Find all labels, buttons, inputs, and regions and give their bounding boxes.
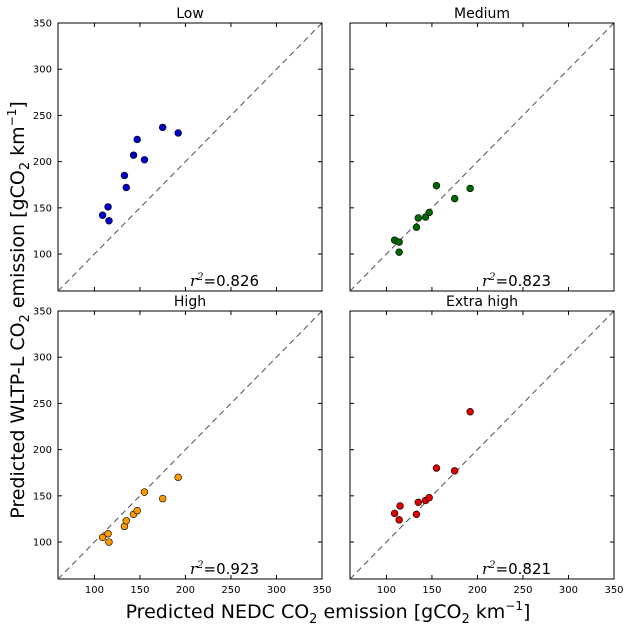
data-point <box>425 208 433 217</box>
r-squared-label: r2=0.821 <box>482 560 551 578</box>
data-point <box>425 493 433 502</box>
panel-medium: Medium r2=0.823 <box>349 6 615 292</box>
data-point <box>133 506 141 515</box>
data-point <box>158 123 167 132</box>
x-tick-label: 350 <box>604 585 623 596</box>
data-point <box>174 473 182 482</box>
y-tick-label: 150 <box>33 491 52 502</box>
x-tick-label: 300 <box>267 585 286 596</box>
panel-high: 100 150 200 250 300 350 100 150 200 250 300 350 High… <box>33 294 332 596</box>
r-squared-label: r2=0.823 <box>482 272 551 290</box>
x-tick-label: 200 <box>468 585 487 596</box>
x-tick-label: 200 <box>176 585 195 596</box>
r-squared-label: r2=0.923 <box>190 560 259 578</box>
y-tick-label: 200 <box>33 445 52 456</box>
y-tick-label: 250 <box>33 111 52 122</box>
y-tick-label: 250 <box>33 399 52 410</box>
x-tick-label: 150 <box>130 585 149 596</box>
y-tick-label: 150 <box>33 203 52 214</box>
x-axis-label: Predicted NEDC CO2 emission [gCO2 km−1] <box>126 599 531 627</box>
identity-line <box>349 310 615 580</box>
data-point <box>395 516 403 524</box>
panel-low: 100 150 200 250 300 350 Low r2=0.826 <box>33 6 323 292</box>
data-point <box>412 223 421 231</box>
axes-frame <box>349 310 615 580</box>
data-point <box>395 248 403 256</box>
data-point <box>105 217 113 225</box>
x-tick-label: 150 <box>422 585 441 596</box>
y-axis-label: Predicted WLTP-L CO2 emission [gCO2 km−1… <box>5 101 33 519</box>
panel-title: Medium <box>454 6 510 22</box>
y-tick-label: 350 <box>33 19 52 30</box>
data-point <box>120 171 129 180</box>
x-tick-label: 100 <box>85 585 104 596</box>
data-point <box>133 135 141 144</box>
panel-title: High <box>174 294 206 310</box>
data-point <box>174 129 182 137</box>
y-tick-label: 100 <box>33 250 52 261</box>
x-tick-label: 350 <box>312 585 331 596</box>
data-point <box>414 498 422 506</box>
data-point <box>104 203 112 211</box>
data-point <box>129 151 138 159</box>
data-point <box>98 211 107 219</box>
data-point <box>98 533 107 542</box>
y-tick-label: 300 <box>33 65 52 76</box>
data-point <box>414 214 422 222</box>
y-tick-label: 350 <box>33 307 52 318</box>
y-tick-label: 200 <box>33 157 52 168</box>
x-tick-label: 250 <box>513 585 532 596</box>
subplot-grid: 100 150 200 250 300 350 Low r2=0.826 Medium r2=0.… <box>33 6 624 596</box>
y-tick-label: 300 <box>33 353 52 364</box>
data-point <box>158 494 167 503</box>
data-point <box>412 510 421 519</box>
data-point <box>122 517 130 525</box>
data-point <box>104 530 112 538</box>
x-tick-label: 250 <box>221 585 240 596</box>
data-point <box>140 156 149 164</box>
x-tick-label: 300 <box>559 585 578 596</box>
data-point <box>432 181 441 190</box>
data-point <box>450 194 459 203</box>
data-point <box>140 488 149 496</box>
data-point <box>122 183 130 192</box>
identity-line <box>349 22 615 292</box>
x-tick-label: 100 <box>377 585 396 596</box>
axes-frame <box>57 310 323 580</box>
data-point <box>390 509 399 518</box>
panel-title: Low <box>176 6 204 22</box>
data-point <box>395 238 403 246</box>
identity-line <box>57 22 323 292</box>
data-point <box>396 502 404 510</box>
y-tick-label: 100 <box>33 538 52 549</box>
data-point <box>105 538 113 546</box>
r-squared-label: r2=0.826 <box>190 272 259 290</box>
data-point <box>450 467 459 475</box>
data-point <box>432 464 441 472</box>
panel-title: Extra high <box>446 294 518 310</box>
data-point <box>466 408 474 416</box>
panel-extra-high: 100 150 200 250 300 350 Extra high r2=0.821 <box>349 294 624 596</box>
data-point <box>466 184 474 193</box>
